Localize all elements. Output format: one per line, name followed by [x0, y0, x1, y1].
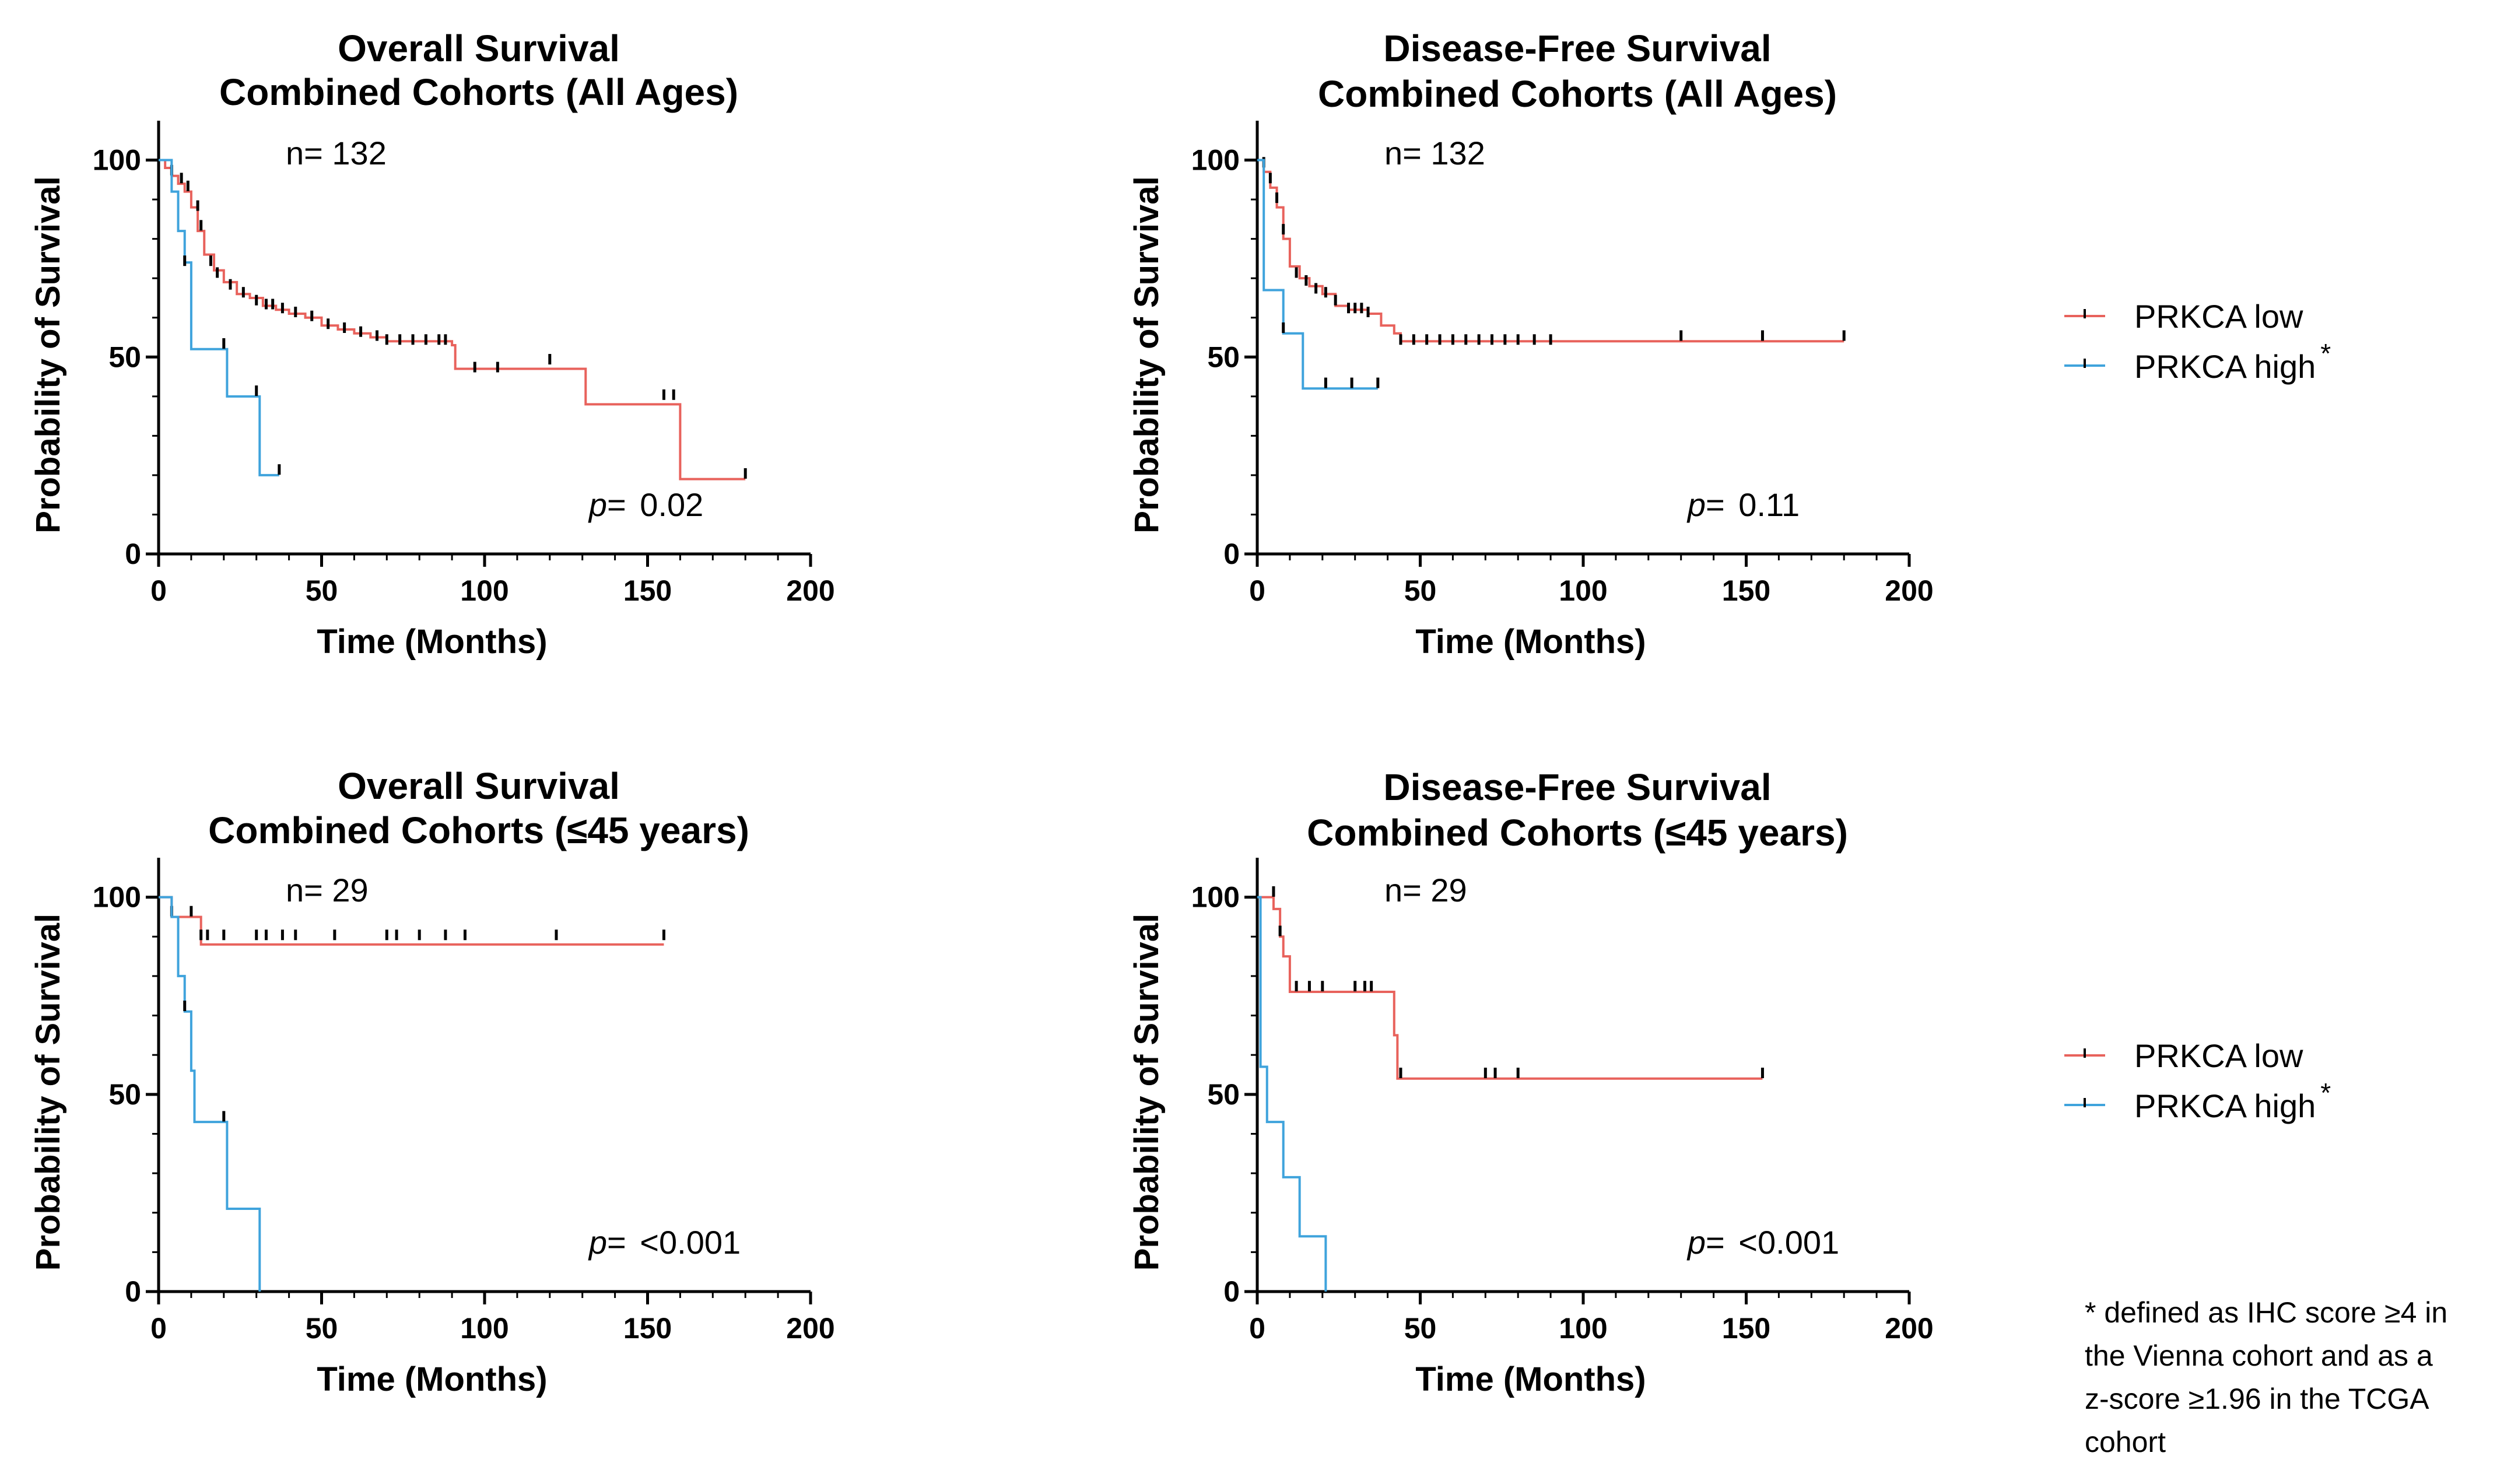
x-tick-label: 100: [460, 1312, 508, 1345]
x-tick-label: 50: [1404, 574, 1437, 607]
p-prefix: p: [588, 1224, 607, 1261]
x-axis-label: Time (Months): [1415, 623, 1646, 661]
x-tick-label: 150: [1722, 1312, 1770, 1345]
y-tick-label: 100: [93, 881, 141, 914]
x-axis-label: Time (Months): [1415, 1360, 1646, 1398]
p-value: <0.001: [640, 1224, 741, 1261]
chart-title: Overall Survival: [338, 765, 620, 807]
y-tick-label: 50: [108, 1078, 141, 1111]
legend-high-marker: *: [2320, 1078, 2331, 1108]
series-line-low: [1257, 159, 1844, 343]
footnote-line-3: z-score ≥1.96 in the TCGA: [2085, 1383, 2429, 1415]
p-prefix: p: [1686, 486, 1706, 523]
p-value-label: p= <0.001: [1686, 1224, 1839, 1261]
x-tick-label: 0: [150, 574, 167, 607]
p-equals: =: [607, 486, 635, 523]
y-axis-label: Probability of Survival: [1128, 914, 1166, 1271]
n-label: n= 132: [1384, 135, 1485, 171]
y-tick-label: 0: [125, 1275, 141, 1308]
footnote-line-1: * defined as IHC score ≥4 in: [2085, 1296, 2447, 1329]
series-line-high: [159, 159, 279, 476]
chart-title: Overall Survival: [338, 27, 620, 69]
footnote: * defined as IHC score ≥4 in the Vienna …: [2085, 1296, 2447, 1458]
legend-top: PRKCA low PRKCA high *: [2064, 298, 2331, 385]
p-equals: =: [1706, 486, 1734, 523]
series-line-low: [159, 159, 746, 480]
legend-high-label: PRKCA high *: [2134, 1078, 2331, 1124]
y-tick-label: 100: [1191, 881, 1240, 914]
x-tick-label: 100: [1559, 574, 1607, 607]
y-tick-label: 0: [1223, 538, 1240, 570]
x-tick-label: 150: [623, 1312, 672, 1345]
chart-subtitle: Combined Cohorts (All Ages): [1318, 73, 1837, 115]
n-label: n= 132: [286, 135, 387, 171]
p-equals: =: [607, 1224, 635, 1261]
p-value-label: p= 0.02: [588, 486, 703, 523]
y-tick-label: 100: [93, 144, 141, 177]
x-tick-label: 50: [306, 1312, 338, 1345]
p-value-label: p= <0.001: [588, 1224, 741, 1261]
legend-high-text: PRKCA high: [2134, 1087, 2316, 1124]
series-line-high: [159, 896, 261, 1292]
x-tick-label: 100: [1559, 1312, 1607, 1345]
x-tick-label: 0: [150, 1312, 167, 1345]
chart-title: Disease-Free Survival: [1383, 27, 1771, 69]
x-tick-label: 50: [1404, 1312, 1437, 1345]
chart-title: Disease-Free Survival: [1383, 766, 1771, 808]
legend-low-label: PRKCA low: [2134, 1037, 2303, 1074]
p-prefix: p: [588, 486, 607, 523]
chart-subtitle: Combined Cohorts (≤45 years): [208, 809, 749, 851]
p-value: 0.02: [640, 486, 703, 523]
y-tick-label: 50: [1207, 1078, 1240, 1111]
n-label: n= 29: [286, 872, 369, 908]
y-axis-label: Probability of Survival: [1128, 176, 1166, 533]
x-tick-label: 200: [1885, 574, 1933, 607]
y-tick-label: 100: [1191, 144, 1240, 177]
legend-high-text: PRKCA high: [2134, 348, 2316, 385]
chart-subtitle: Combined Cohorts (All Ages): [219, 71, 738, 113]
y-tick-label: 0: [1223, 1275, 1240, 1308]
x-tick-label: 100: [460, 574, 508, 607]
y-tick-label: 50: [108, 341, 141, 373]
p-prefix: p: [1686, 1224, 1706, 1261]
x-tick-label: 200: [1885, 1312, 1933, 1345]
footnote-line-2: the Vienna cohort and as a: [2085, 1339, 2433, 1372]
legend-high-marker: *: [2320, 338, 2331, 369]
footnote-line-4: cohort: [2085, 1426, 2166, 1458]
series-line-high: [1257, 896, 1327, 1292]
series-line-low: [1257, 896, 1763, 1080]
x-tick-label: 0: [1249, 1312, 1265, 1345]
series-line-low: [159, 896, 664, 946]
x-axis-label: Time (Months): [317, 1360, 547, 1398]
x-tick-label: 150: [623, 574, 672, 607]
chart-subtitle: Combined Cohorts (≤45 years): [1307, 812, 1848, 854]
legend-low-label: PRKCA low: [2134, 298, 2303, 335]
n-label: n= 29: [1384, 872, 1467, 908]
x-tick-label: 0: [1249, 574, 1265, 607]
x-tick-label: 200: [786, 574, 834, 607]
p-value-label: p= 0.11: [1686, 486, 1800, 523]
p-equals: =: [1706, 1224, 1734, 1261]
y-axis-label: Probability of Survival: [29, 914, 67, 1271]
y-tick-label: 0: [125, 538, 141, 570]
p-value: <0.001: [1738, 1224, 1839, 1261]
y-axis-label: Probability of Survival: [29, 176, 67, 533]
legend-high-label: PRKCA high *: [2134, 338, 2331, 385]
legend-bottom: PRKCA low PRKCA high *: [2064, 1037, 2331, 1124]
p-value: 0.11: [1738, 486, 1800, 523]
x-axis-label: Time (Months): [317, 623, 547, 661]
series-line-high: [1257, 159, 1378, 390]
x-tick-label: 50: [306, 574, 338, 607]
x-tick-label: 200: [786, 1312, 834, 1345]
y-tick-label: 50: [1207, 341, 1240, 373]
x-tick-label: 150: [1722, 574, 1770, 607]
